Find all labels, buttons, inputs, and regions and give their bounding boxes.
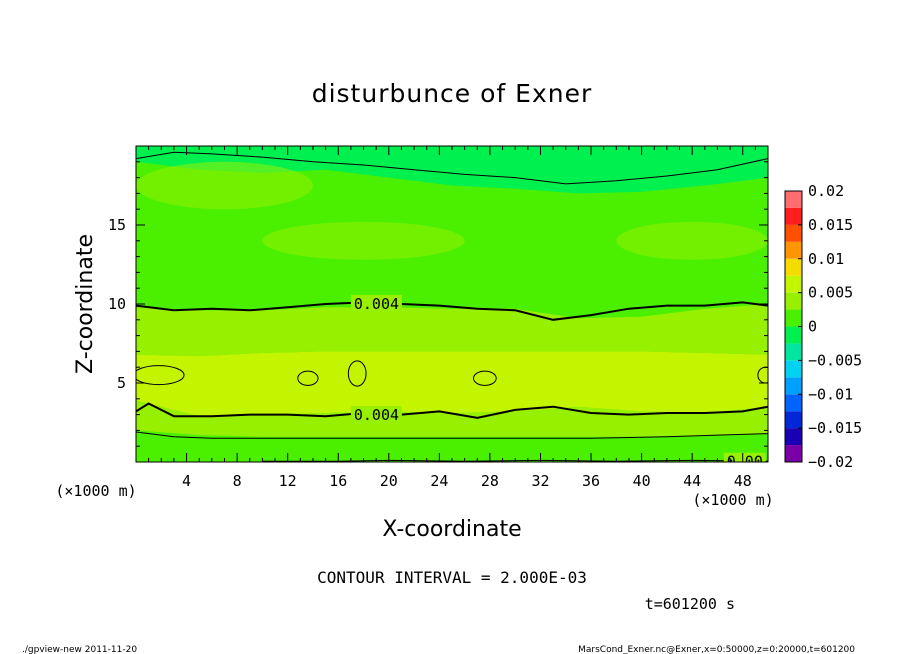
colorbar-level-6 (785, 343, 802, 361)
x-tick-label: 4 (182, 472, 191, 490)
colorbar-level-10 (785, 275, 802, 293)
colorbar-level-4 (785, 377, 802, 395)
colorbar-level-1 (785, 428, 802, 446)
contour-line-4 (136, 151, 768, 185)
contour-label-1: 0.004 (354, 406, 399, 424)
filled-band-2 (136, 351, 768, 417)
x-tick-label: 16 (329, 472, 347, 490)
colorbar-tick-label: 0.01 (808, 250, 844, 268)
colorbar-level-8 (785, 309, 802, 327)
filled-patch-2 (616, 221, 768, 260)
colorbar-level-3 (785, 394, 802, 412)
closed-contour-3 (472, 370, 497, 386)
y-tick-label: 10 (108, 295, 126, 313)
colorbar-level-12 (785, 241, 802, 259)
colorbar-level-9 (785, 292, 802, 310)
colorbar-tick-label: 0.02 (808, 182, 844, 200)
x-tick-label: 40 (633, 472, 651, 490)
filled-patch-1 (262, 221, 465, 260)
colorbar-level-15 (785, 191, 802, 208)
colorbar-tick-label: −0.015 (808, 419, 862, 437)
time-stamp-text: t=601200 s (645, 595, 735, 613)
contour-label-3: 0.00 (727, 453, 763, 471)
contour-lines: 0.004 0.004 0.00 (136, 151, 768, 471)
contour-label-bg-0 (350, 294, 402, 311)
contour-line-2 (136, 431, 768, 439)
colorbar-level-7 (785, 326, 802, 344)
x-tick-label: 12 (279, 472, 297, 490)
colorbar-tick-label: −0.01 (808, 385, 853, 403)
colorbar-level-0 (785, 445, 802, 462)
filled-band-3 (136, 304, 768, 357)
x-axis-label: X-coordinate (382, 517, 521, 542)
chart-title: disturbunce of Exner (312, 79, 593, 108)
x-tick-label: 48 (734, 472, 752, 490)
closed-contour-2 (347, 360, 367, 387)
contour-label-0: 0.004 (354, 295, 399, 313)
x-axis-unit: (×1000 m) (692, 491, 773, 509)
contour-label-bg-1 (350, 406, 402, 423)
filled-contour-patches (136, 161, 768, 260)
colorbar-tick-label: 0.005 (808, 284, 853, 302)
filled-patch-0 (136, 161, 313, 210)
x-tick-label: 36 (582, 472, 600, 490)
filled-band-1 (136, 400, 768, 437)
x-tick-label: 20 (380, 472, 398, 490)
colorbar-level-11 (785, 258, 802, 276)
contour-label-bg-3 (723, 452, 766, 462)
colorbar-level-14 (785, 207, 802, 225)
y-axis: 5 10 15 (108, 145, 768, 463)
filled-band-4 (136, 248, 768, 319)
closed-contour-1 (297, 370, 319, 386)
y-tick-label: 5 (117, 374, 126, 392)
colorbar-level-5 (785, 360, 802, 378)
x-axis: 4 8 12 16 20 24 28 32 36 40 44 48 (135, 146, 769, 490)
colorbar-level-2 (785, 411, 802, 429)
contour-line-1 (136, 402, 768, 419)
colorbar-tick-label: 0 (808, 318, 817, 336)
x-tick-label: 32 (531, 472, 549, 490)
contour-line-0 (136, 301, 768, 321)
contour-interval-text: CONTOUR INTERVAL = 2.000E-03 (317, 568, 587, 587)
y-axis-label: Z-coordinate (73, 234, 98, 374)
y-tick-label: 15 (108, 216, 126, 234)
colorbar-tick-label: −0.005 (808, 351, 862, 369)
x-tick-label: 24 (430, 472, 448, 490)
colorbar-tick-label: 0.015 (808, 216, 853, 234)
x-tick-label: 8 (233, 472, 242, 490)
colorbar-level-13 (785, 224, 802, 242)
colorbar: 0.02 0.015 0.01 0.005 0 −0.005 −0.01 −0.015 −0.0… (784, 182, 862, 471)
colorbar-tick-label: −0.02 (808, 453, 853, 471)
closed-contour-0 (136, 365, 185, 386)
footer-right-text: MarsCond_Exner.nc@Exner,x=0:50000,z=0:20… (578, 645, 855, 654)
footer-left-text: ./gpview-new 2011-11-20 (22, 645, 137, 654)
y-axis-unit: (×1000 m) (55, 482, 136, 500)
x-tick-label: 44 (683, 472, 701, 490)
x-tick-label: 28 (481, 472, 499, 490)
plot-area: 0.004 0.004 0.00 (136, 146, 768, 471)
